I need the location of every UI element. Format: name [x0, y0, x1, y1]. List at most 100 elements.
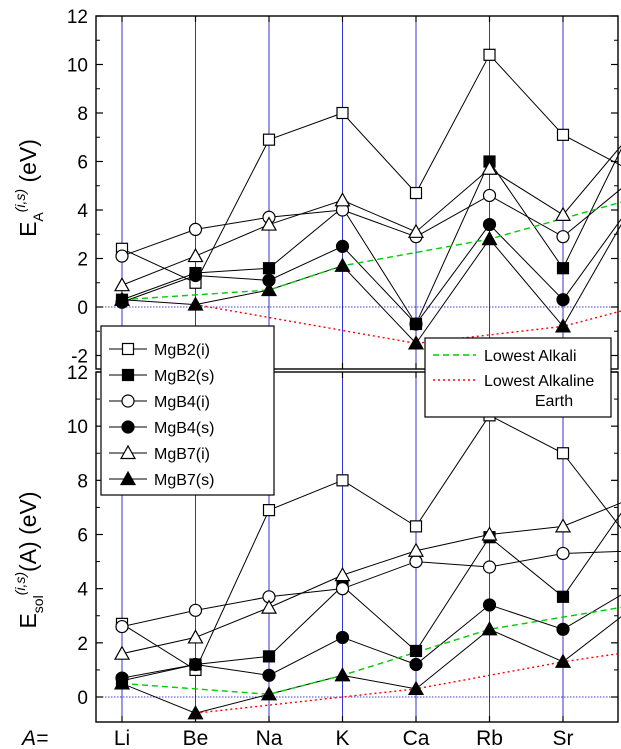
bottom-point-MgB4(i)-Rb [482, 560, 497, 574]
bottom-point-MgB4(i)-Be [188, 603, 203, 617]
bottom-line-MgB2(s) [121, 512, 621, 682]
bottom-point-MgB7(i)-Na [260, 599, 278, 614]
bottom-point-MgB4(s)-Na [262, 668, 276, 682]
top-point-MgB4(i)-Rb [482, 188, 497, 203]
bottom-point-MgB2(i)-Na [262, 504, 276, 517]
bottom-line-MgB7(i) [121, 502, 621, 655]
legend-lowest-alkaline-earth-label: Lowest Alkaline [484, 373, 594, 390]
bottom-ytick-label: 2 [77, 634, 88, 655]
top-ytick-label: 6 [77, 153, 88, 174]
top-ytick-label: 10 [67, 56, 88, 77]
top-point-MgB2(i)-Sr [556, 128, 570, 141]
top-point-MgB2(s)-Na [262, 262, 276, 275]
bottom-point-MgB7(i)-Be [187, 629, 204, 644]
legend-label-MgB4(s): MgB4(s) [154, 420, 214, 437]
x-tick-label-Sr: Sr [553, 727, 574, 749]
legend-label-MgB2(s): MgB2(s) [154, 368, 214, 385]
x-tick-label-Na: Na [256, 727, 283, 749]
legend-marker-MgB4(s) [121, 420, 135, 434]
bottom-point-MgB4(i)-Ca [409, 554, 423, 569]
top-line-MgB2(i) [121, 53, 621, 284]
bottom-ytick-label: 0 [77, 688, 88, 709]
top-point-MgB2(i)-Ca [409, 186, 423, 200]
bottom-ytick-label: 6 [77, 526, 88, 547]
legend-box [100, 325, 275, 496]
bottom-point-MgB7(i)-Ca [407, 542, 425, 557]
top-point-MgB7(i)-Sr [554, 206, 572, 221]
bottom-ylabel: Esol(i,s)(A) (eV) [12, 491, 46, 628]
top-point-MgB4(i)-Sr [556, 230, 570, 244]
x-axis-prefix: A= [20, 727, 48, 749]
legend-label-MgB2(i): MgB2(i) [154, 342, 210, 359]
legend-marker-MgB7(s) [119, 470, 137, 486]
legend-lowest-alkaline-earth-label-2: Earth [535, 393, 573, 410]
top-ytick-label: -2 [71, 347, 88, 368]
bottom-ytick-label: 8 [77, 471, 88, 492]
legend-label-MgB4(i): MgB4(i) [154, 394, 210, 411]
bottom-point-MgB4(i)-Li [115, 619, 129, 634]
bottom-point-MgB4(s)-Sr [556, 622, 570, 636]
bottom-point-MgB4(i)-K [335, 582, 350, 596]
bottom-point-MgB2(s)-Na [262, 650, 276, 663]
top-point-MgB2(i)-Na [262, 133, 276, 146]
top-point-MgB4(s)-Be [188, 268, 203, 283]
bottom-lowest-alkaline-earth-line [195, 652, 621, 714]
top-point-MgB7(s)-Na [260, 281, 278, 297]
bottom-point-MgB7(s)-Li [113, 675, 131, 690]
x-tick-label-K: K [335, 727, 349, 749]
legend-series: MgB2(i) MgB2(s) MgB4(i) MgB4(s) MgB7(i) MgB7(… [100, 325, 275, 496]
top-point-MgB7(i)-Ca [407, 223, 425, 238]
top-point-MgB7(s)-K [334, 257, 351, 272]
x-tick-label-Be: Be [183, 727, 209, 749]
bottom-ytick-label: 4 [77, 580, 88, 601]
bottom-point-MgB7(s)-K [334, 667, 351, 682]
x-axis: A=LiBeNaKCaRbSrCsBa [20, 727, 574, 749]
bottom-point-MgB7(s)-Rb [481, 621, 498, 636]
top-point-MgB7(s)-Rb [481, 230, 498, 246]
x-tick-label-Li: Li [114, 727, 130, 749]
bottom-point-MgB4(s)-Ca [409, 657, 423, 672]
legend-marker-MgB2(i) [121, 342, 135, 356]
bottom-point-MgB7(s)-Be [187, 705, 204, 720]
legend-lowest: Lowest Alkali Lowest Alkaline Earth [424, 337, 612, 418]
bottom-ytick-label: 10 [67, 417, 88, 438]
top-point-MgB7(i)-Li [113, 276, 131, 292]
top-point-MgB2(s)-Sr [556, 262, 570, 275]
top-lowest-alkaline-earth-line [195, 303, 621, 345]
top-point-MgB7(i)-Be [187, 247, 204, 263]
bottom-point-MgB7(i)-Li [113, 645, 131, 660]
bottom-point-MgB2(i)-K [336, 474, 349, 487]
bottom-point-MgB7(i)-Rb [481, 526, 498, 541]
top-ytick-label: 2 [77, 250, 88, 271]
top-point-MgB4(s)-Sr [556, 293, 570, 307]
legend-marker-MgB4(i) [121, 394, 135, 408]
bottom-point-MgB4(s)-K [335, 630, 350, 645]
top-panel: -2 0 2 4 6 8 10 12 EA(i,s) (eV) [12, 7, 621, 370]
bottom-point-MgB7(i)-Sr [554, 518, 572, 533]
legend-lowest-box [424, 337, 612, 418]
top-ytick-label: 12 [67, 7, 88, 28]
top-point-MgB4(s)-Rb [482, 217, 497, 232]
top-point-MgB7(i)-K [334, 192, 351, 207]
legend-label-MgB7(i): MgB7(i) [154, 446, 210, 463]
bottom-point-MgB2(s)-Ca [409, 644, 423, 658]
top-point-MgB4(s)-K [335, 239, 350, 253]
bottom-point-MgB4(s)-Be [188, 657, 203, 672]
bottom-ytick-label: 12 [67, 363, 88, 384]
top-ylabel: EA(i,s) (eV) [12, 139, 46, 237]
top-point-MgB7(i)-Na [260, 216, 278, 231]
bottom-point-MgB2(s)-Sr [556, 590, 570, 603]
bottom-point-MgB7(s)-Sr [554, 653, 572, 668]
top-point-MgB2(i)-K [336, 106, 349, 120]
top-ytick-label: 4 [77, 201, 88, 222]
legend-lowest-alkali-label: Lowest Alkali [484, 348, 577, 365]
x-tick-label-Ca: Ca [403, 727, 430, 749]
bottom-point-MgB2(i)-Ca [409, 520, 423, 533]
bottom-point-MgB4(s)-Rb [482, 598, 497, 612]
legend-marker-MgB2(s) [121, 368, 135, 382]
bottom-point-MgB7(s)-Na [260, 686, 278, 701]
top-point-MgB4(i)-Be [188, 222, 203, 236]
bottom-point-MgB4(i)-Sr [556, 546, 570, 561]
bottom-point-MgB7(s)-Ca [407, 680, 425, 695]
